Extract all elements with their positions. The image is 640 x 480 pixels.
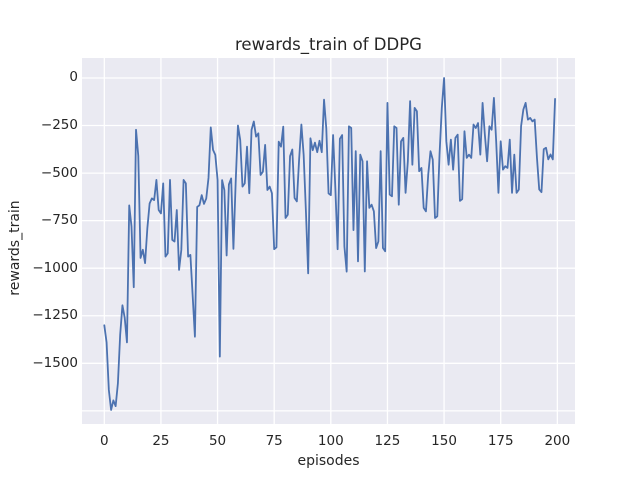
- x-tick-label: 200: [544, 433, 571, 449]
- x-tick-label: 25: [152, 433, 170, 449]
- y-tick-label: 0: [69, 69, 78, 86]
- x-axis-label: episodes: [297, 453, 360, 469]
- x-tick-label: 0: [100, 433, 109, 449]
- y-tick-label: −1500: [32, 354, 78, 371]
- y-tick-label: −1000: [32, 259, 78, 276]
- y-tick-label: −250: [40, 117, 78, 134]
- y-tick-label: −750: [40, 212, 78, 229]
- x-tick-label: 100: [317, 433, 344, 449]
- chart-title: rewards_train of DDPG: [235, 35, 422, 54]
- x-tick-label: 150: [431, 433, 457, 449]
- x-tick-label: 75: [265, 433, 283, 449]
- series-line: [103, 77, 556, 411]
- y-tick-label: −500: [40, 164, 78, 181]
- x-tick-label: 175: [487, 433, 514, 449]
- x-tick-label: 50: [208, 433, 227, 449]
- y-tick-label: −1250: [32, 307, 78, 324]
- x-tick-label: 125: [374, 433, 401, 449]
